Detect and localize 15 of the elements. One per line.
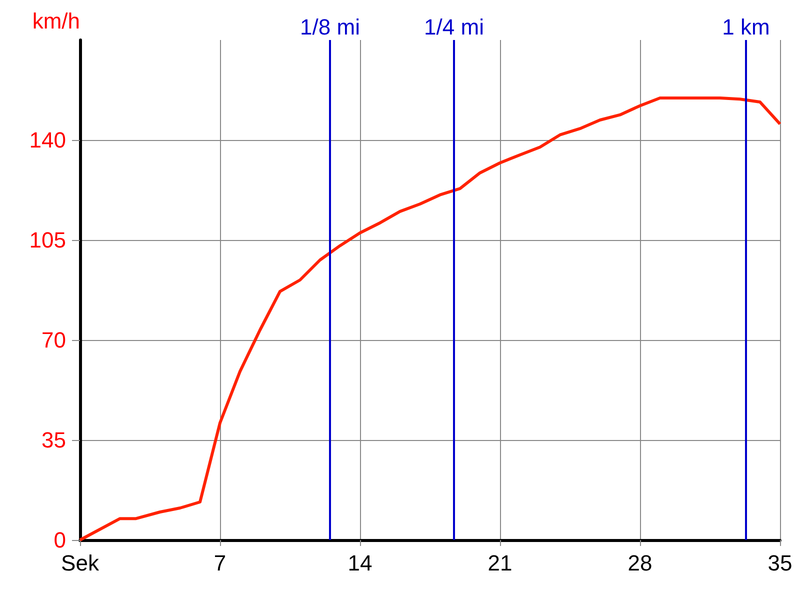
x-tick-label: 21 — [488, 550, 512, 576]
y-axis-title: km/h — [32, 8, 80, 34]
y-tick-label: 70 — [42, 328, 66, 352]
y-tick-label: 105 — [29, 228, 66, 252]
x-tick-label: 14 — [348, 550, 372, 576]
x-tick-label: 7 — [214, 550, 226, 576]
y-tick-label: 140 — [29, 128, 66, 152]
ref-line-label: 1/4 mi — [424, 14, 484, 40]
ref-line-label: 1/8 mi — [300, 14, 360, 40]
ref-line-label: 1 km — [722, 14, 770, 40]
y-tick-label: 0 — [54, 528, 66, 552]
y-tick-label: 35 — [42, 428, 66, 452]
x-tick-label: Sek — [61, 550, 100, 576]
x-tick-label: 35 — [768, 550, 792, 576]
x-tick-label: 28 — [628, 550, 652, 576]
